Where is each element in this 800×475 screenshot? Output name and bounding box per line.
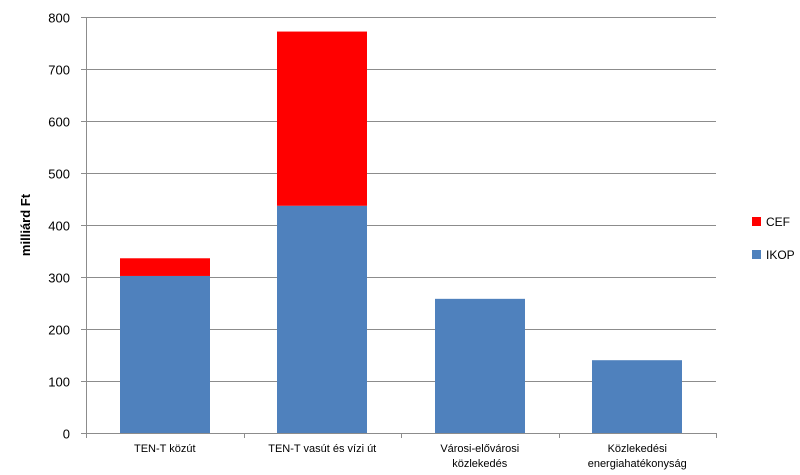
x-category-label: energiahatékonyság [588, 458, 687, 470]
axes [81, 17, 717, 438]
bar-cef-2 [277, 31, 367, 206]
y-tick-label: 0 [63, 427, 70, 442]
y-tick-label: 500 [48, 167, 70, 182]
x-category-label: közlekedés [452, 458, 508, 470]
bar-ikop-2 [277, 205, 367, 433]
legend-label-cef: CEF [766, 215, 790, 229]
y-tick-label: 700 [48, 63, 70, 78]
x-category-label: Közlekedési [608, 443, 667, 455]
y-axis-label: milliárd Ft [18, 193, 33, 256]
y-tick-labels: 0 100 200 300 400 500 600 700 800 [48, 11, 70, 442]
y-tick-label: 600 [48, 115, 70, 130]
x-category-label: TEN-T vasút és vízi út [268, 443, 376, 455]
bar-cef-1 [120, 258, 210, 276]
legend-swatch-cef [752, 217, 761, 226]
bar-ikop-1 [120, 275, 210, 433]
y-tick-label: 400 [48, 219, 70, 234]
bar-ikop-3 [435, 298, 525, 433]
y-tick-label: 300 [48, 271, 70, 286]
bar-ikop-4 [592, 360, 682, 433]
x-category-labels: TEN-T közút TEN-T vasút és vízi út Városi-… [134, 443, 687, 470]
legend-swatch-ikop [752, 250, 761, 259]
bars [120, 31, 682, 433]
y-tick-label: 100 [48, 375, 70, 390]
y-tick-label: 800 [48, 11, 70, 26]
y-tick-label: 200 [48, 323, 70, 338]
x-category-label: TEN-T közút [134, 443, 196, 455]
legend: CEF IKOP [752, 215, 795, 262]
legend-label-ikop: IKOP [766, 248, 795, 262]
x-category-label: Városi-elővárosi [440, 443, 519, 455]
